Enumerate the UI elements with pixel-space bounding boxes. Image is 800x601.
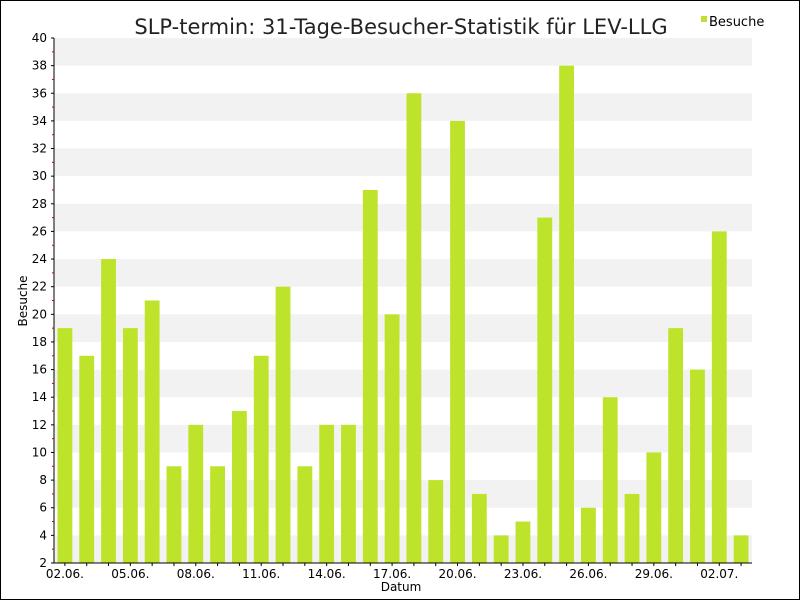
grid-band <box>54 93 752 121</box>
bar-20.06. <box>450 120 465 563</box>
y-tick-label: 36 <box>32 86 47 100</box>
y-tick-label: 34 <box>32 114 47 128</box>
bar-19.06. <box>428 480 444 563</box>
grid-band <box>54 314 752 342</box>
bar-03.06. <box>79 355 95 563</box>
bar-09.06. <box>210 466 226 563</box>
grid-band <box>54 148 752 177</box>
legend-label: Besuche <box>709 15 764 30</box>
x-tick-label: 05.06. <box>111 567 149 581</box>
x-tick-label: 11.06. <box>242 567 280 581</box>
y-tick-label: 32 <box>32 142 47 156</box>
bar-08.06. <box>188 424 204 563</box>
x-tick-label: 08.06. <box>177 567 215 581</box>
bar-03.07. <box>733 535 749 563</box>
chart-title: SLP-termin: 31-Tage-Besucher-Statistik f… <box>134 15 667 39</box>
bar-01.07. <box>690 369 705 563</box>
x-tick-label: 20.06. <box>438 567 476 581</box>
y-tick-label: 38 <box>32 59 47 73</box>
x-axis: 02.06. 05.06. 08.06. 11.06. 14.06. 17.06. 20.0… <box>46 562 752 581</box>
y-tick-label: 8 <box>39 473 47 487</box>
x-tick-label: 02.07. <box>700 567 738 581</box>
y-tick-label: 16 <box>32 363 47 377</box>
bar-05.06. <box>122 328 138 563</box>
x-tick-label: 26.06. <box>569 567 607 581</box>
y-tick-label: 6 <box>39 501 47 515</box>
bar-13.06. <box>297 466 313 563</box>
y-tick-label: 30 <box>32 169 47 183</box>
bar-11.06. <box>253 355 269 563</box>
bar-12.06. <box>275 286 291 563</box>
grid-band <box>54 259 752 287</box>
bar-26.06. <box>580 507 596 563</box>
x-tick-label: 23.06. <box>504 567 542 581</box>
bar-23.06. <box>515 521 531 563</box>
grid-band <box>54 424 752 453</box>
bar-18.06. <box>406 93 422 564</box>
bar-24.06. <box>537 217 553 563</box>
x-tick-label: 14.06. <box>308 567 346 581</box>
y-tick-label: 26 <box>32 224 47 238</box>
grid-band <box>54 38 752 66</box>
bar-15.06. <box>341 424 356 563</box>
y-tick-label: 28 <box>32 197 47 211</box>
bar-04.06. <box>101 259 116 563</box>
bar-21.06. <box>471 493 487 563</box>
bar-02.07. <box>711 231 727 563</box>
bar-28.06. <box>624 493 640 563</box>
grid-bands <box>54 38 752 563</box>
y-tick-label: 40 <box>32 31 47 45</box>
y-tick-label: 14 <box>32 390 47 404</box>
bar-16.06. <box>362 189 378 563</box>
y-tick-label: 18 <box>32 335 47 349</box>
bar-30.06. <box>668 328 684 563</box>
bar-10.06. <box>231 411 247 563</box>
bar-25.06. <box>559 65 575 563</box>
y-tick-label: 22 <box>32 280 47 294</box>
x-tick-label: 29.06. <box>635 567 673 581</box>
grid-band <box>54 369 752 398</box>
y-tick-label: 20 <box>32 307 47 321</box>
bar-02.06. <box>57 328 73 563</box>
legend-swatch <box>701 16 707 22</box>
bar-07.06. <box>166 466 182 563</box>
y-tick-label: 12 <box>32 418 47 432</box>
y-tick-label: 4 <box>39 528 47 542</box>
bar-06.06. <box>144 300 160 563</box>
x-axis-title: Datum <box>381 580 422 594</box>
grid-band <box>54 203 752 232</box>
bar-14.06. <box>319 424 335 563</box>
y-tick-label: 2 <box>39 556 47 570</box>
x-tick-label: 02.06. <box>46 567 84 581</box>
bar-17.06. <box>384 314 400 563</box>
bars <box>57 65 749 564</box>
y-axis-title: Besuche <box>16 275 30 326</box>
bar-27.06. <box>602 397 618 563</box>
legend: Besuche <box>701 15 764 30</box>
y-tick-label: 10 <box>32 445 47 459</box>
y-tick-label: 24 <box>32 252 47 266</box>
bar-22.06. <box>493 535 509 563</box>
bar-29.06. <box>646 452 662 563</box>
x-tick-label: 17.06. <box>373 567 411 581</box>
